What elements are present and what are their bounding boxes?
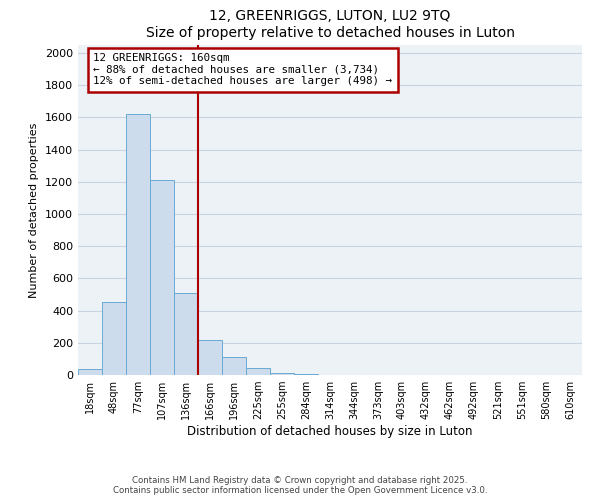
Title: 12, GREENRIGGS, LUTON, LU2 9TQ
Size of property relative to detached houses in L: 12, GREENRIGGS, LUTON, LU2 9TQ Size of p… bbox=[146, 10, 515, 40]
Text: 12 GREENRIGGS: 160sqm
← 88% of detached houses are smaller (3,734)
12% of semi-d: 12 GREENRIGGS: 160sqm ← 88% of detached … bbox=[93, 53, 392, 86]
Y-axis label: Number of detached properties: Number of detached properties bbox=[29, 122, 40, 298]
Bar bbox=[270, 372, 294, 375]
Bar bbox=[102, 302, 126, 375]
Bar bbox=[294, 374, 318, 375]
Bar bbox=[222, 358, 246, 375]
Bar bbox=[246, 368, 270, 375]
Bar bbox=[174, 293, 198, 375]
X-axis label: Distribution of detached houses by size in Luton: Distribution of detached houses by size … bbox=[187, 425, 473, 438]
Bar bbox=[78, 370, 102, 375]
Text: Contains HM Land Registry data © Crown copyright and database right 2025.
Contai: Contains HM Land Registry data © Crown c… bbox=[113, 476, 487, 495]
Bar bbox=[126, 114, 150, 375]
Bar bbox=[198, 340, 222, 375]
Bar bbox=[150, 180, 174, 375]
